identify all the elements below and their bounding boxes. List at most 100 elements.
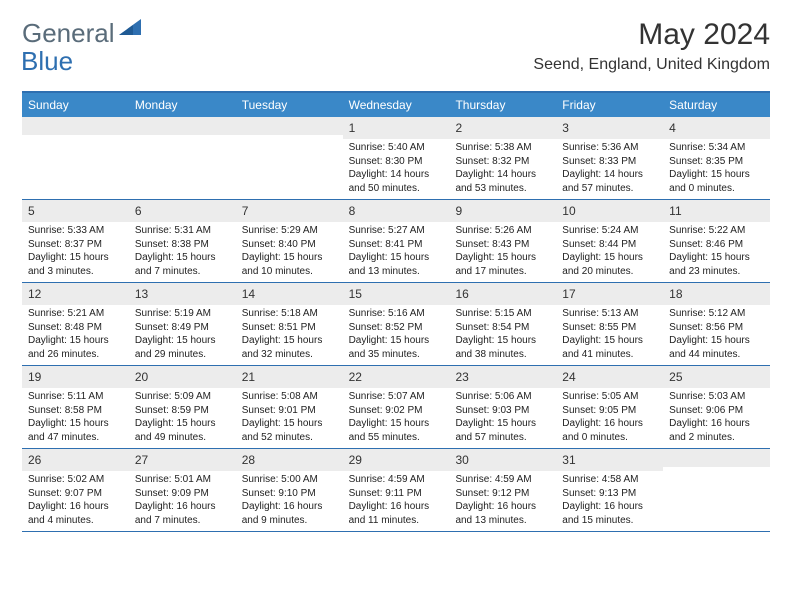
day-number-row: [663, 449, 770, 467]
sunrise-text: Sunrise: 5:03 AM: [669, 390, 764, 404]
day-number: 13: [135, 287, 148, 301]
day-number-row: [22, 117, 129, 135]
brand-logo: General: [22, 18, 143, 49]
calendar-cell: [22, 117, 129, 199]
day-number: 8: [349, 204, 356, 218]
day-number: 31: [562, 453, 575, 467]
sunrise-text: Sunrise: 5:16 AM: [349, 307, 444, 321]
location-text: Seend, England, United Kingdom: [533, 56, 770, 74]
sunrise-text: Sunrise: 5:24 AM: [562, 224, 657, 238]
title-block: May 2024 Seend, England, United Kingdom: [533, 18, 770, 80]
day-data: Sunrise: 5:03 AMSunset: 9:06 PMDaylight:…: [663, 388, 770, 448]
sunset-text: Sunset: 8:52 PM: [349, 321, 444, 335]
daylight-text: Daylight: 15 hours and 17 minutes.: [455, 251, 550, 278]
day-number-row: 27: [129, 449, 236, 471]
day-data: Sunrise: 4:58 AMSunset: 9:13 PMDaylight:…: [556, 471, 663, 531]
calendar-cell: 25Sunrise: 5:03 AMSunset: 9:06 PMDayligh…: [663, 366, 770, 448]
sunrise-text: Sunrise: 5:11 AM: [28, 390, 123, 404]
sunrise-text: Sunrise: 5:01 AM: [135, 473, 230, 487]
sunset-text: Sunset: 8:38 PM: [135, 238, 230, 252]
sunrise-text: Sunrise: 5:38 AM: [455, 141, 550, 155]
daylight-text: Daylight: 16 hours and 13 minutes.: [455, 500, 550, 527]
day-data: Sunrise: 5:12 AMSunset: 8:56 PMDaylight:…: [663, 305, 770, 365]
calendar-week: 1Sunrise: 5:40 AMSunset: 8:30 PMDaylight…: [22, 117, 770, 200]
day-number-row: 6: [129, 200, 236, 222]
sunrise-text: Sunrise: 5:31 AM: [135, 224, 230, 238]
sunrise-text: Sunrise: 5:09 AM: [135, 390, 230, 404]
day-data: Sunrise: 5:06 AMSunset: 9:03 PMDaylight:…: [449, 388, 556, 448]
day-number-row: 28: [236, 449, 343, 471]
day-data: Sunrise: 5:27 AMSunset: 8:41 PMDaylight:…: [343, 222, 450, 282]
sunrise-text: Sunrise: 5:34 AM: [669, 141, 764, 155]
brand-name-part1: General: [22, 18, 115, 49]
daylight-text: Daylight: 16 hours and 11 minutes.: [349, 500, 444, 527]
calendar-cell: 12Sunrise: 5:21 AMSunset: 8:48 PMDayligh…: [22, 283, 129, 365]
calendar-cell: 5Sunrise: 5:33 AMSunset: 8:37 PMDaylight…: [22, 200, 129, 282]
calendar-cell: [129, 117, 236, 199]
calendar-cell: 4Sunrise: 5:34 AMSunset: 8:35 PMDaylight…: [663, 117, 770, 199]
day-number: 10: [562, 204, 575, 218]
day-number-row: 14: [236, 283, 343, 305]
daylight-text: Daylight: 14 hours and 53 minutes.: [455, 168, 550, 195]
daylight-text: Daylight: 14 hours and 57 minutes.: [562, 168, 657, 195]
day-data: Sunrise: 4:59 AMSunset: 9:12 PMDaylight:…: [449, 471, 556, 531]
sunrise-text: Sunrise: 5:05 AM: [562, 390, 657, 404]
sunset-text: Sunset: 9:11 PM: [349, 487, 444, 501]
calendar-week: 26Sunrise: 5:02 AMSunset: 9:07 PMDayligh…: [22, 449, 770, 532]
day-number: 17: [562, 287, 575, 301]
day-data: Sunrise: 5:13 AMSunset: 8:55 PMDaylight:…: [556, 305, 663, 365]
day-number: 29: [349, 453, 362, 467]
calendar-cell: 11Sunrise: 5:22 AMSunset: 8:46 PMDayligh…: [663, 200, 770, 282]
day-number-row: 10: [556, 200, 663, 222]
calendar-cell: 15Sunrise: 5:16 AMSunset: 8:52 PMDayligh…: [343, 283, 450, 365]
calendar-cell: 18 Sunrise: 5:12 AMSunset: 8:56 PMDayligh…: [663, 283, 770, 365]
day-number: 30: [455, 453, 468, 467]
sunset-text: Sunset: 8:55 PM: [562, 321, 657, 335]
calendar-table: SundayMondayTuesdayWednesdayThursdayFrid…: [22, 91, 770, 532]
day-data: Sunrise: 5:02 AMSunset: 9:07 PMDaylight:…: [22, 471, 129, 531]
day-number: 16: [455, 287, 468, 301]
sunset-text: Sunset: 8:49 PM: [135, 321, 230, 335]
day-number-row: 13: [129, 283, 236, 305]
daylight-text: Daylight: 15 hours and 7 minutes.: [135, 251, 230, 278]
sunset-text: Sunset: 9:09 PM: [135, 487, 230, 501]
day-data: Sunrise: 5:01 AMSunset: 9:09 PMDaylight:…: [129, 471, 236, 531]
sunset-text: Sunset: 8:54 PM: [455, 321, 550, 335]
sunset-text: Sunset: 8:35 PM: [669, 155, 764, 169]
calendar-cell: 20Sunrise: 5:09 AMSunset: 8:59 PMDayligh…: [129, 366, 236, 448]
daylight-text: Daylight: 15 hours and 20 minutes.: [562, 251, 657, 278]
day-number: 12: [28, 287, 41, 301]
sunrise-text: Sunrise: 5:00 AM: [242, 473, 337, 487]
day-data: Sunrise: 5:22 AMSunset: 8:46 PMDaylight:…: [663, 222, 770, 282]
calendar-cell: 23 Sunrise: 5:06 AMSunset: 9:03 PMDayligh…: [449, 366, 556, 448]
day-data: Sunrise: 4:59 AMSunset: 9:11 PMDaylight:…: [343, 471, 450, 531]
day-number: 23: [455, 370, 468, 384]
day-number: 7: [242, 204, 249, 218]
day-number-row: 25: [663, 366, 770, 388]
daylight-text: Daylight: 15 hours and 57 minutes.: [455, 417, 550, 444]
day-number: 28: [242, 453, 255, 467]
brand-name-part2: Blue: [21, 46, 73, 76]
day-number-row: 19: [22, 366, 129, 388]
sunset-text: Sunset: 9:06 PM: [669, 404, 764, 418]
calendar-cell: 24Sunrise: 5:05 AMSunset: 9:05 PMDayligh…: [556, 366, 663, 448]
calendar-cell: 21Sunrise: 5:08 AMSunset: 9:01 PMDayligh…: [236, 366, 343, 448]
sunrise-text: Sunrise: 5:27 AM: [349, 224, 444, 238]
daylight-text: Daylight: 16 hours and 9 minutes.: [242, 500, 337, 527]
daylight-text: Daylight: 15 hours and 29 minutes.: [135, 334, 230, 361]
calendar-header-row: SundayMondayTuesdayWednesdayThursdayFrid…: [22, 93, 770, 117]
sunset-text: Sunset: 9:13 PM: [562, 487, 657, 501]
dayname-header: Tuesday: [236, 93, 343, 117]
day-number: 27: [135, 453, 148, 467]
calendar-cell: 3Sunrise: 5:36 AMSunset: 8:33 PMDaylight…: [556, 117, 663, 199]
calendar-cell: 2Sunrise: 5:38 AMSunset: 8:32 PMDaylight…: [449, 117, 556, 199]
day-number-row: 20: [129, 366, 236, 388]
sunset-text: Sunset: 8:46 PM: [669, 238, 764, 252]
day-number: 5: [28, 204, 35, 218]
sunrise-text: Sunrise: 5:15 AM: [455, 307, 550, 321]
sunset-text: Sunset: 8:41 PM: [349, 238, 444, 252]
day-number: 22: [349, 370, 362, 384]
day-number: 18: [669, 287, 682, 301]
day-number: 1: [349, 121, 356, 135]
dayname-header: Wednesday: [343, 93, 450, 117]
